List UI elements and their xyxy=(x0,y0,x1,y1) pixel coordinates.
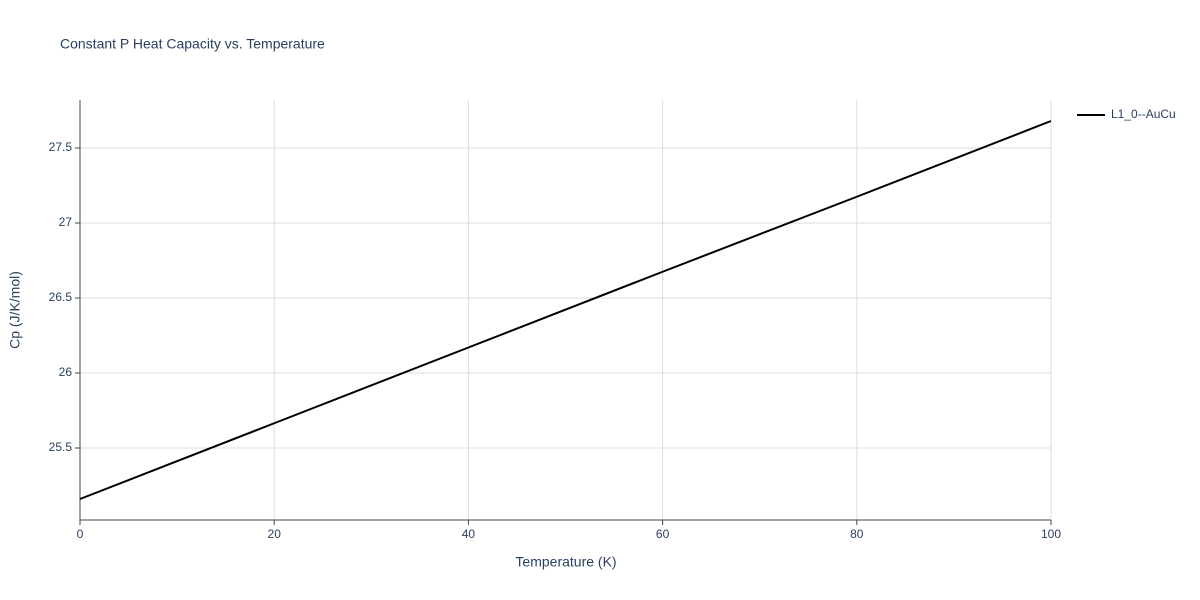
y-tick-label: 27 xyxy=(59,215,73,229)
y-tick-label: 27.5 xyxy=(49,140,73,154)
y-axis-title: Cp (J/K/mol) xyxy=(7,271,23,349)
x-tick-label: 100 xyxy=(1041,527,1061,541)
x-tick-label: 40 xyxy=(462,527,476,541)
y-tick-label: 26.5 xyxy=(49,290,73,304)
x-axis-title: Temperature (K) xyxy=(515,554,616,570)
x-tick-label: 0 xyxy=(77,527,84,541)
y-tick-label: 25.5 xyxy=(49,440,73,454)
x-tick-label: 80 xyxy=(850,527,864,541)
chart-title: Constant P Heat Capacity vs. Temperature xyxy=(60,36,325,52)
y-tick-label: 26 xyxy=(59,365,73,379)
x-tick-label: 60 xyxy=(656,527,670,541)
x-tick-label: 20 xyxy=(268,527,282,541)
legend-label: L1_0--AuCu xyxy=(1111,107,1176,121)
data-line xyxy=(79,120,1052,500)
